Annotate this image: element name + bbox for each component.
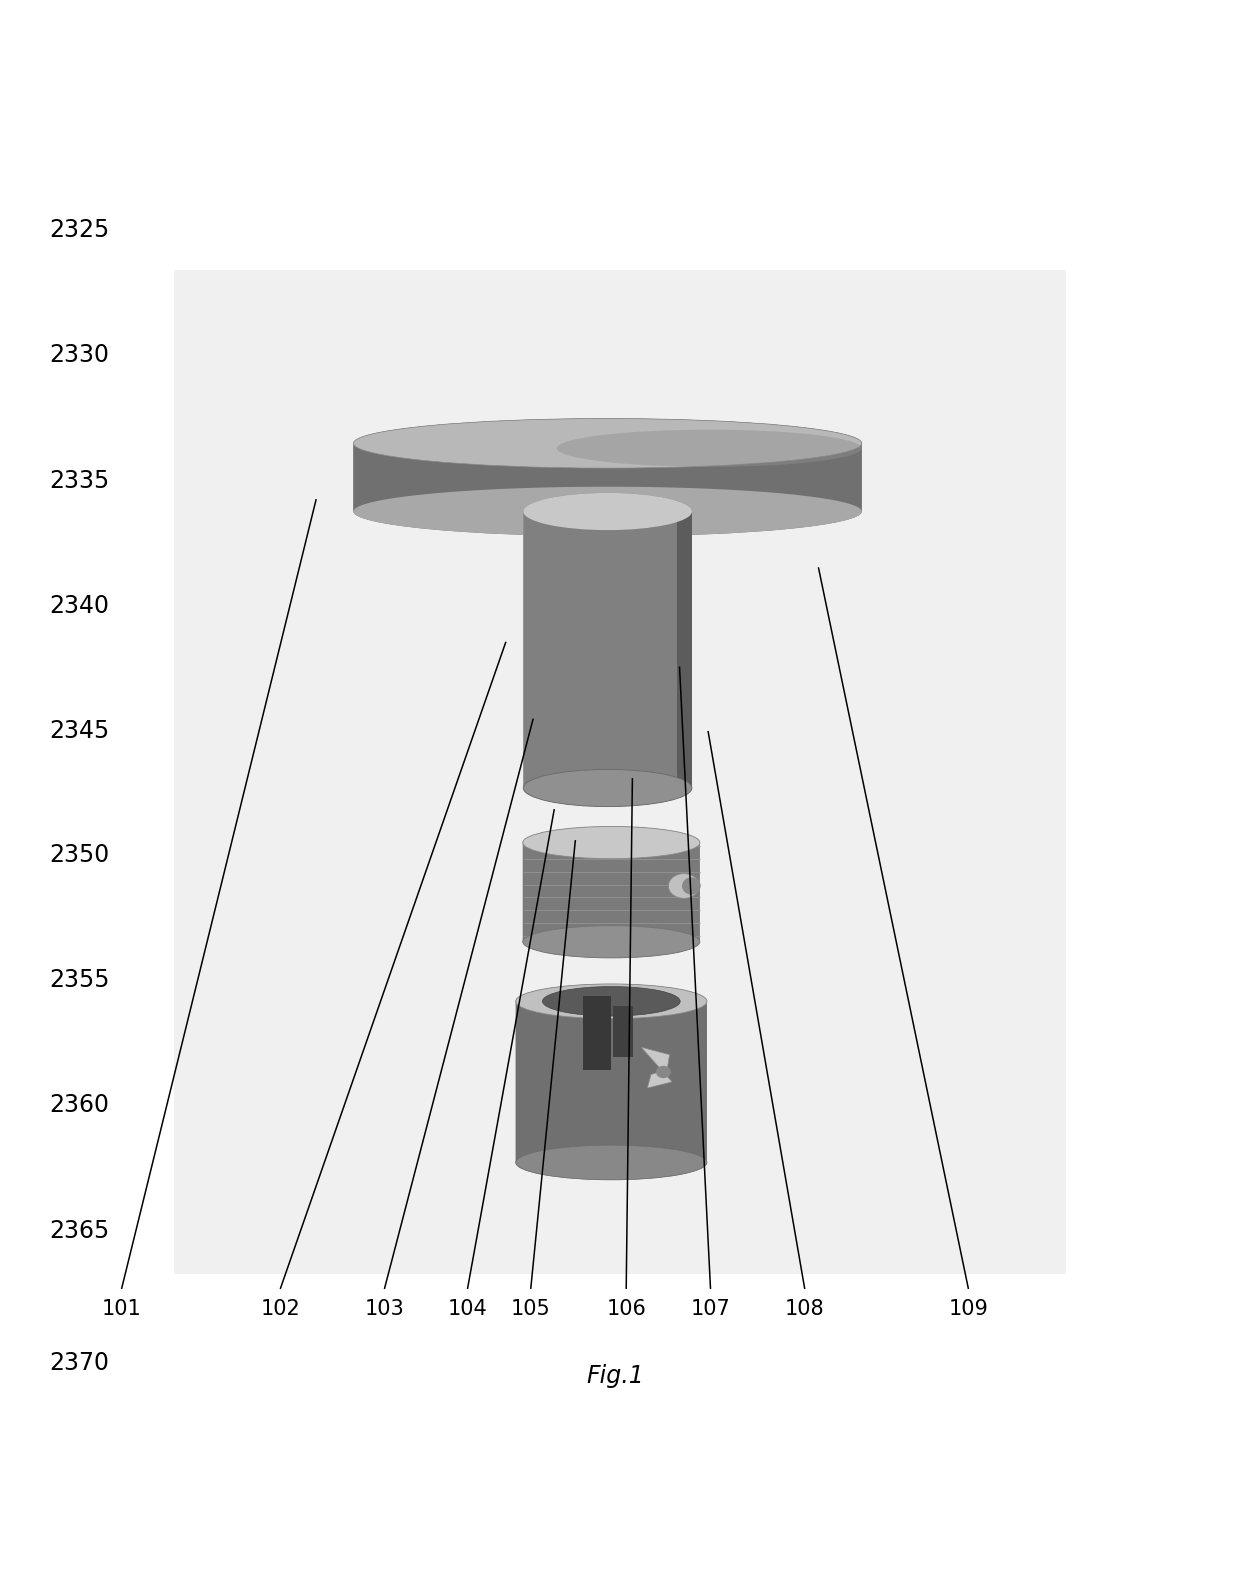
Ellipse shape	[523, 925, 699, 958]
Text: 107: 107	[691, 1300, 730, 1319]
Text: 2325: 2325	[50, 218, 110, 242]
Ellipse shape	[656, 1066, 671, 1078]
Text: 104: 104	[448, 1300, 487, 1319]
Text: 2335: 2335	[50, 468, 110, 493]
Polygon shape	[353, 419, 862, 512]
Text: 2370: 2370	[50, 1352, 109, 1375]
Polygon shape	[677, 512, 692, 787]
Text: 2365: 2365	[50, 1219, 110, 1243]
Text: 103: 103	[365, 1300, 404, 1319]
Ellipse shape	[557, 430, 862, 466]
Text: 102: 102	[260, 1300, 300, 1319]
Text: 2350: 2350	[50, 843, 110, 866]
Ellipse shape	[523, 827, 699, 858]
Text: 2345: 2345	[50, 719, 110, 743]
Text: 2355: 2355	[50, 968, 110, 993]
Bar	[613, 1006, 632, 1058]
Ellipse shape	[516, 983, 707, 1018]
Polygon shape	[641, 1047, 672, 1088]
Polygon shape	[516, 1001, 707, 1179]
Ellipse shape	[523, 493, 692, 530]
Polygon shape	[516, 983, 707, 1162]
Bar	[583, 996, 610, 1069]
Text: Fig.1: Fig.1	[587, 1364, 644, 1388]
Text: 109: 109	[949, 1300, 988, 1319]
Polygon shape	[353, 443, 862, 519]
Polygon shape	[523, 843, 699, 958]
Text: 108: 108	[785, 1300, 825, 1319]
Polygon shape	[353, 443, 862, 536]
Ellipse shape	[523, 770, 692, 806]
Ellipse shape	[516, 1145, 707, 1179]
Bar	[174, 270, 1066, 1274]
Ellipse shape	[353, 419, 862, 468]
Text: 2340: 2340	[50, 594, 109, 618]
Text: 2360: 2360	[50, 1094, 109, 1118]
Ellipse shape	[668, 874, 699, 898]
Ellipse shape	[542, 987, 681, 1017]
Text: 105: 105	[511, 1300, 551, 1319]
Ellipse shape	[353, 487, 862, 536]
Text: 2330: 2330	[50, 343, 109, 367]
Text: 101: 101	[102, 1300, 141, 1319]
Polygon shape	[523, 493, 692, 787]
Polygon shape	[523, 827, 699, 942]
Text: 106: 106	[606, 1300, 646, 1319]
Polygon shape	[353, 419, 862, 512]
Ellipse shape	[682, 877, 701, 895]
Polygon shape	[523, 512, 692, 806]
